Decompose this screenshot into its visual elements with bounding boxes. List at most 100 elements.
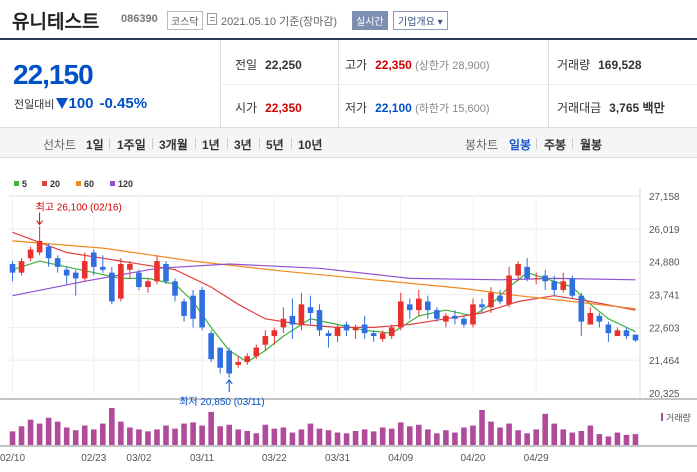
y-tick-label: 20,325 xyxy=(649,389,680,400)
candle-body xyxy=(434,310,440,319)
candle-body xyxy=(416,298,422,311)
volume-bar xyxy=(560,429,567,445)
high-cell: 고가 22,350 (상한가 28,900) xyxy=(345,56,490,73)
divider xyxy=(109,138,110,149)
candle-body xyxy=(9,263,16,273)
change-label: 전일대비 xyxy=(14,99,55,111)
candle-body xyxy=(443,315,449,322)
volume-bar xyxy=(542,413,548,445)
volume-bar xyxy=(388,428,395,445)
candle-body xyxy=(100,266,106,270)
price-chart: 5 20 60 120 27,158 26,019 24,880 23,741 22,603 21… xyxy=(0,158,697,469)
volume-bar xyxy=(54,421,61,445)
volume-bar xyxy=(280,427,287,445)
change-value: 100 xyxy=(68,95,94,112)
change-row: 전일대비 100 -0.45% xyxy=(14,95,147,112)
volume-bar xyxy=(551,423,558,445)
y-tick-label: 23,741 xyxy=(649,291,680,302)
candle-body xyxy=(81,261,88,279)
candle-body xyxy=(578,295,585,322)
candle-body xyxy=(542,275,548,282)
ma-line-5 xyxy=(12,260,636,363)
volume-bar xyxy=(100,423,106,445)
candle-body xyxy=(425,301,431,311)
volume-bar xyxy=(587,425,594,445)
candle-body xyxy=(172,281,178,296)
company-info-dropdown[interactable]: 기업개요 ▾ xyxy=(393,11,448,30)
candle-body xyxy=(63,269,70,276)
trade-value-cell: 거래대금 3,765 백만 xyxy=(557,99,665,116)
volume-bar xyxy=(90,429,97,445)
volume-bar xyxy=(443,430,449,445)
volume-bar xyxy=(370,431,377,445)
period-1w[interactable]: 1주일 xyxy=(117,138,146,152)
volume-bar xyxy=(524,433,530,445)
upper-limit: (상한가 28,900) xyxy=(415,60,490,72)
open-label: 시가 xyxy=(235,101,258,115)
candle-chart-label: 봉차트 xyxy=(465,138,499,152)
volume-bar xyxy=(271,428,278,445)
candle-body xyxy=(605,324,612,334)
divider xyxy=(195,138,196,149)
candle-body xyxy=(27,249,34,259)
volume-bar xyxy=(45,417,52,445)
current-price: 22,150 xyxy=(13,59,94,90)
candle-body xyxy=(36,240,43,253)
candle-body xyxy=(316,310,323,331)
volume-bar xyxy=(515,430,521,445)
low-label: 저가 xyxy=(345,101,368,115)
divider xyxy=(220,84,697,85)
period-1y[interactable]: 1년 xyxy=(202,138,220,152)
x-tick-label: 04/09 xyxy=(388,453,413,464)
candle-body xyxy=(18,261,25,273)
candle-body xyxy=(307,307,314,313)
volume-bar xyxy=(307,423,314,445)
legend-label-60: 60 xyxy=(84,179,94,189)
volume-bar xyxy=(397,422,404,445)
candle-body xyxy=(334,327,341,337)
volume-bar xyxy=(406,426,413,445)
volume-bar xyxy=(145,431,151,445)
open-value: 22,350 xyxy=(265,101,302,115)
candle-weekly[interactable]: 주봉 xyxy=(544,138,567,152)
volume-bar xyxy=(614,432,621,445)
volume-bar xyxy=(18,426,25,445)
period-1d[interactable]: 1일 xyxy=(86,138,104,152)
candle-monthly[interactable]: 월봉 xyxy=(580,138,603,152)
volume-bar xyxy=(452,432,458,445)
volume-bar xyxy=(334,432,341,445)
volume-bar xyxy=(605,436,612,445)
volume-bar xyxy=(262,424,269,445)
candle-body xyxy=(262,336,269,345)
low-value: 22,100 xyxy=(375,101,412,115)
period-3m[interactable]: 3개월 xyxy=(159,138,188,152)
volume-bar xyxy=(253,433,260,445)
candle-body xyxy=(488,292,494,308)
prev-close-label: 전일 xyxy=(235,58,258,72)
divider xyxy=(259,138,260,149)
period-3y[interactable]: 3년 xyxy=(234,138,252,152)
realtime-button[interactable]: 실시간 xyxy=(352,11,388,30)
candle-body xyxy=(72,272,79,279)
candle-daily[interactable]: 일봉 xyxy=(509,138,532,152)
candle-body xyxy=(551,281,558,290)
volume-bar xyxy=(36,423,43,445)
period-5y[interactable]: 5년 xyxy=(266,138,284,152)
volume-bar xyxy=(461,427,467,445)
x-tick-label: 04/29 xyxy=(524,453,549,464)
volume-cell: 거래량 169,528 xyxy=(557,56,642,73)
period-10y[interactable]: 10년 xyxy=(298,138,323,152)
legend-swatch-120 xyxy=(110,181,115,186)
candle-body xyxy=(190,295,196,319)
volume-bar xyxy=(416,424,422,445)
candle-body xyxy=(280,318,287,328)
line-chart-label: 선차트 xyxy=(43,138,77,152)
candle-body xyxy=(614,330,621,337)
volume-value: 169,528 xyxy=(598,58,642,72)
change-percent: -0.45% xyxy=(99,95,148,112)
volume-bar xyxy=(298,429,305,445)
volume-bar xyxy=(578,430,585,445)
trade-value-value: 3,765 백만 xyxy=(609,101,665,115)
volume-bar xyxy=(623,434,630,445)
volume-bar xyxy=(226,424,232,445)
